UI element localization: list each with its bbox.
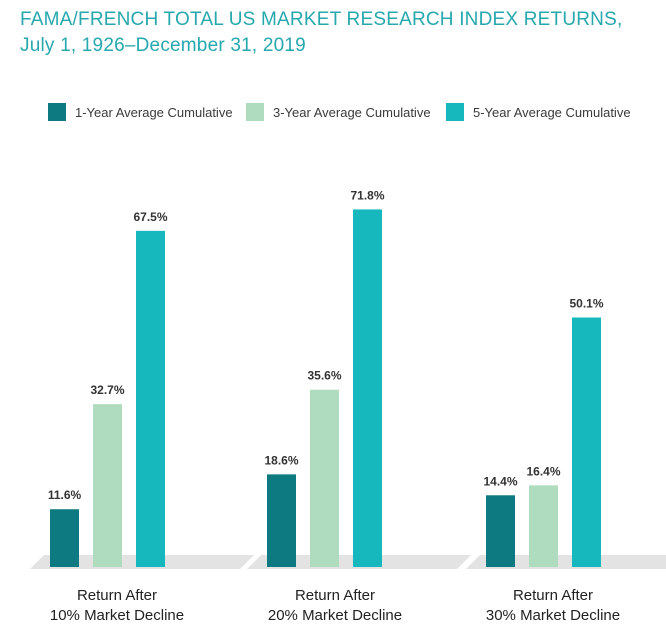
bars-group [50,209,601,567]
floor-3 [466,555,666,569]
value-labels-group: 11.6% 18.6% 14.4% 32.7% 35.6% 16.4% 67.5% 71.8%… [48,188,604,502]
bar-2-2 [310,389,339,567]
bar-2-3 [353,209,382,567]
legend-swatch-2 [246,103,264,121]
legend-label-2: 3-Year Average Cumulative [273,105,431,120]
legend-label-3: 5-Year Average Cumulative [473,105,631,120]
bar-3-3 [572,317,601,567]
bar-1-3 [136,230,165,567]
chart-title: FAMA/FRENCH TOTAL US MARKET RESEARCH IND… [20,9,622,30]
value-label-3-3: 50.1% [569,297,603,311]
value-label-1-1: 11.6% [48,488,82,502]
legend: 1-Year Average Cumulative 3-Year Average … [48,103,631,121]
value-label-2-2: 35.6% [307,369,341,383]
category-label-3-line-2: 30% Market Decline [486,607,620,624]
chart-subtitle: July 1, 1926–December 31, 2019 [20,35,306,56]
value-label-1-2: 32.7% [90,383,124,397]
bar-3-2 [529,485,558,567]
chart-floor [30,555,666,569]
legend-swatch-1 [48,103,66,121]
category-label-1-line-1: Return After [77,587,157,604]
bar-2-1 [267,474,296,567]
value-label-1-3: 67.5% [133,210,167,224]
value-label-2-1: 18.6% [264,453,298,467]
category-label-3-line-1: Return After [513,587,593,604]
legend-swatch-3 [446,103,464,121]
category-label-1-line-2: 10% Market Decline [50,607,184,624]
value-label-3-2: 16.4% [526,464,560,478]
bar-1-2 [93,404,122,567]
bar-3-1 [486,495,515,567]
value-label-2-3: 71.8% [350,188,384,202]
legend-label-1: 1-Year Average Cumulative [75,105,233,120]
category-labels-group: Return After 10% Market Decline Return Aft… [50,587,620,624]
value-label-3-1: 14.4% [483,474,517,488]
category-label-2-line-1: Return After [295,587,375,604]
category-label-2-line-2: 20% Market Decline [268,607,402,624]
bar-1-1 [50,509,79,567]
